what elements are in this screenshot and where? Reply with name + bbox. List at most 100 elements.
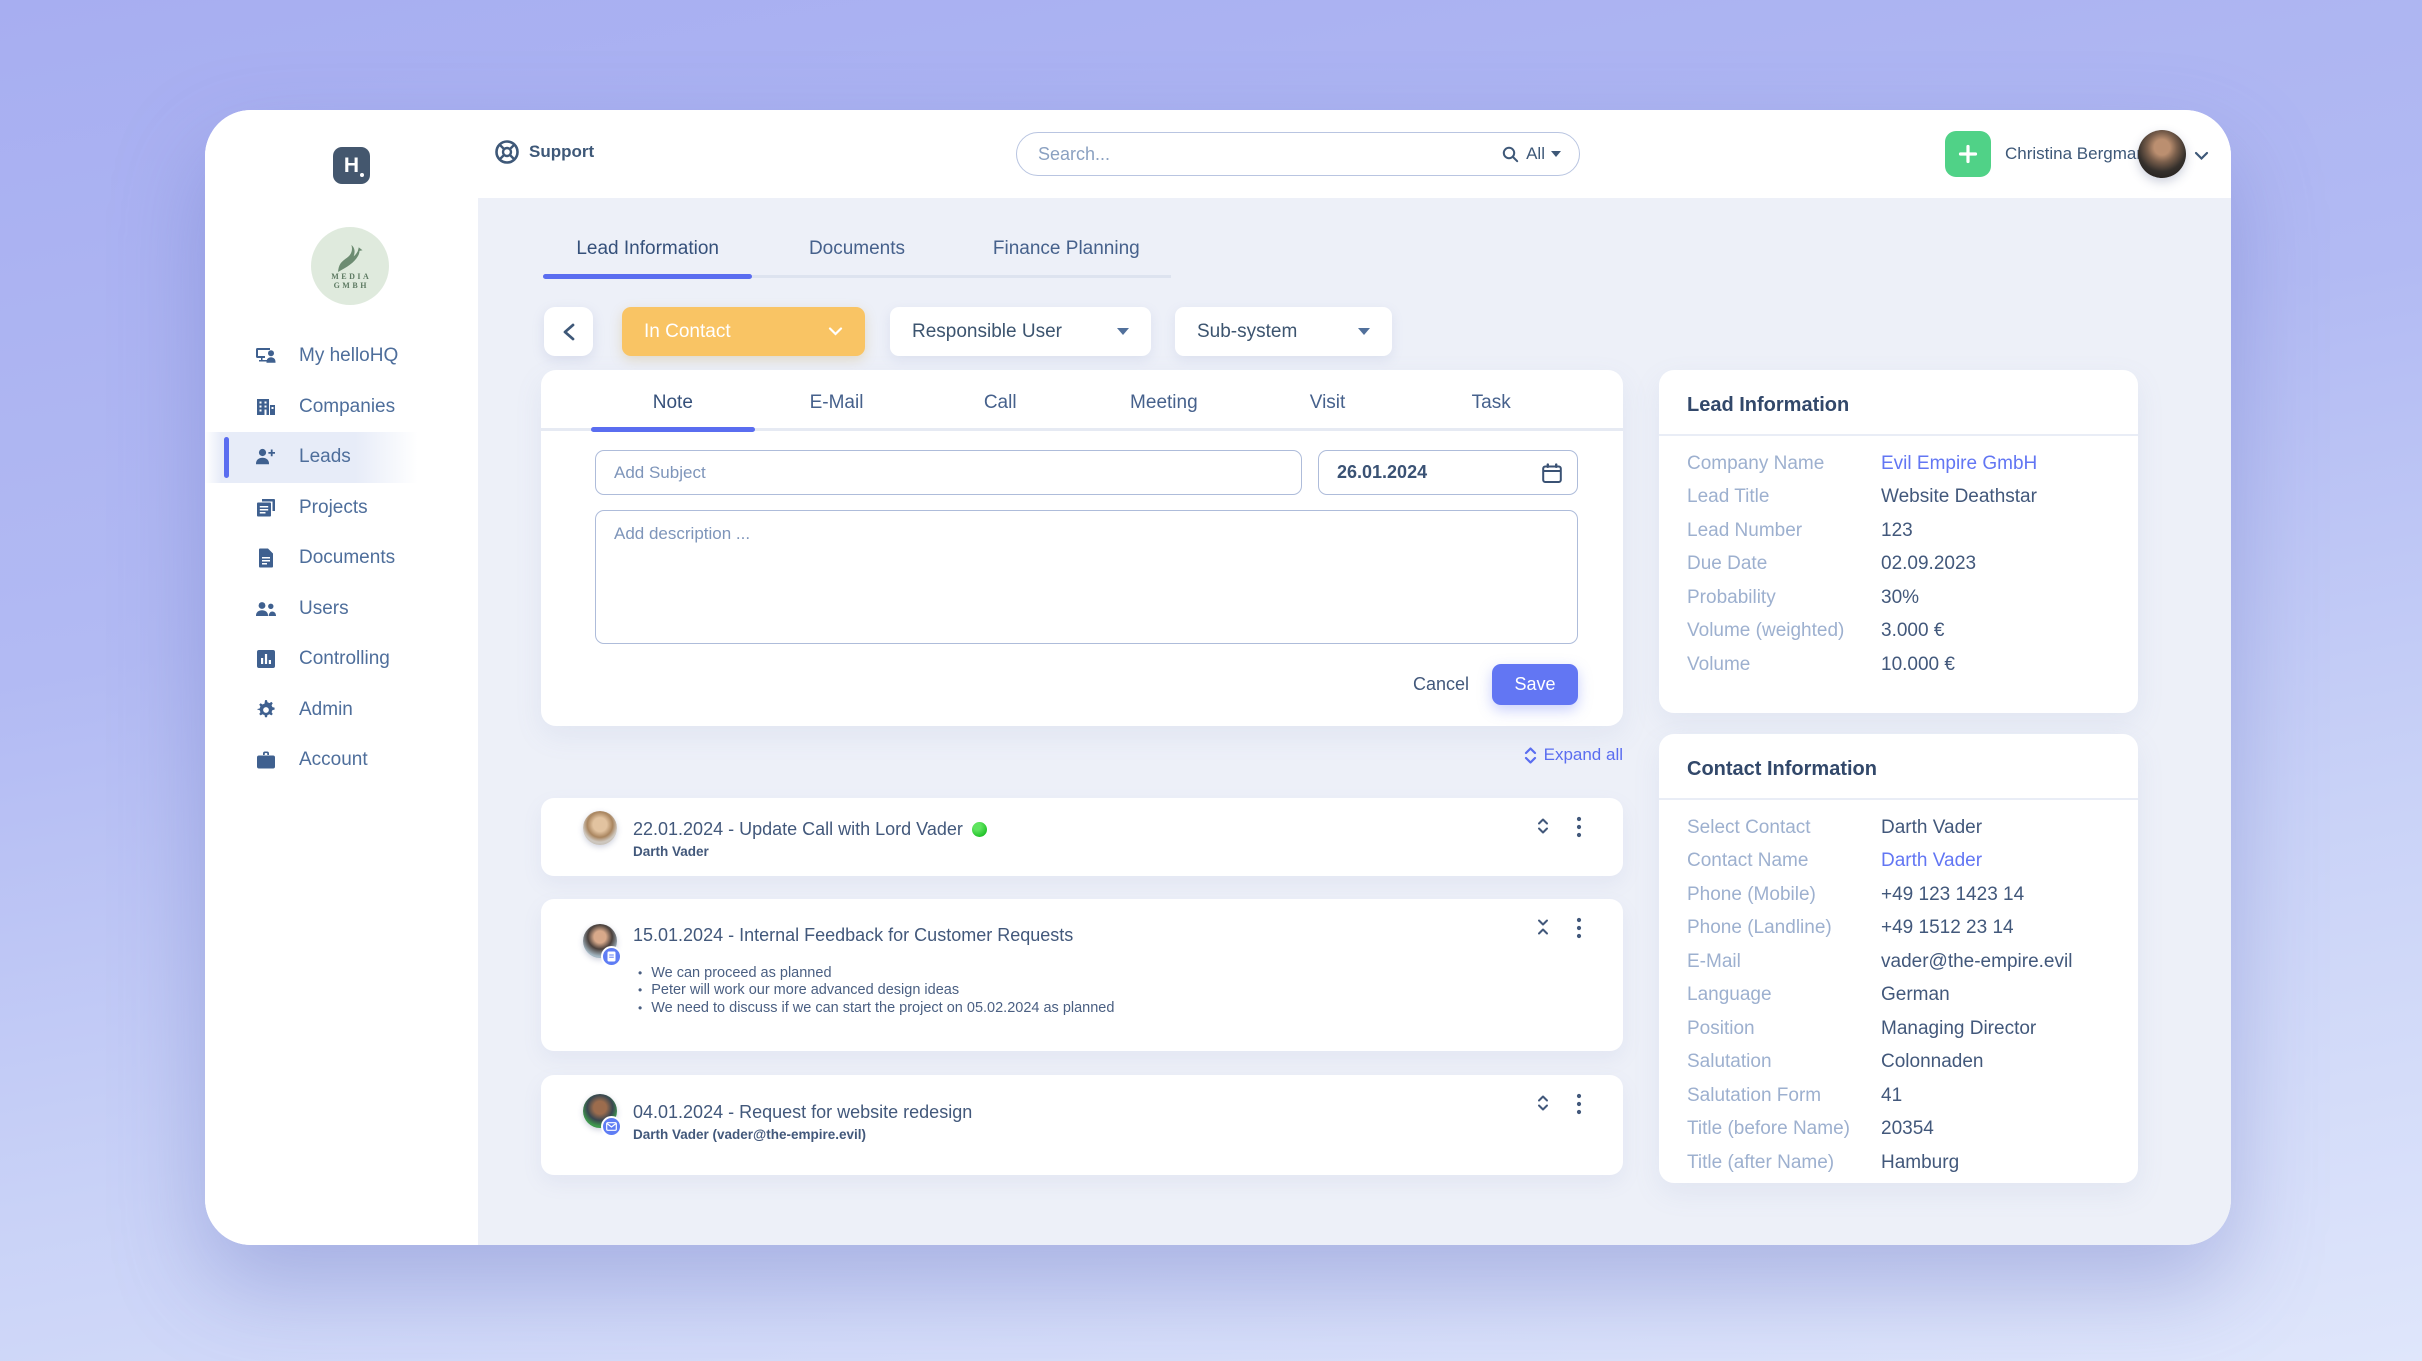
row-label: Volume (weighted) bbox=[1687, 620, 1845, 642]
date-field[interactable]: 26.01.2024 bbox=[1318, 450, 1578, 495]
chevron-down-icon bbox=[2194, 151, 2209, 161]
user-menu-button[interactable] bbox=[2194, 148, 2209, 166]
activity-composer: Note E-Mail Call Meeting Visit Task 26.0… bbox=[541, 370, 1623, 726]
sidebar-item-projects[interactable]: Projects bbox=[205, 483, 478, 534]
info-row: Title (before Name) 20354 bbox=[1687, 1113, 2110, 1147]
quick-add-button[interactable] bbox=[1945, 131, 1991, 177]
composer-tab-email[interactable]: E-Mail bbox=[755, 392, 919, 428]
sidebar-item-label: Account bbox=[299, 749, 368, 771]
sidebar-item-documents[interactable]: Documents bbox=[205, 533, 478, 584]
sidebar-item-admin[interactable]: Admin bbox=[205, 685, 478, 736]
tab-lead-information[interactable]: Lead Information bbox=[543, 238, 753, 279]
info-row: Salutation Colonnaden bbox=[1687, 1046, 2110, 1080]
info-row: Lead Title Website Deathstar bbox=[1687, 481, 2110, 515]
lead-status-label: In Contact bbox=[644, 320, 731, 342]
subject-input[interactable] bbox=[595, 450, 1302, 495]
composer-tab-note[interactable]: Note bbox=[591, 392, 755, 432]
sidebar-item-companies[interactable]: Companies bbox=[205, 382, 478, 433]
user-avatar[interactable] bbox=[2138, 130, 2186, 178]
row-label: Lead Title bbox=[1687, 486, 1770, 508]
expand-all-button[interactable]: Expand all bbox=[1524, 745, 1623, 765]
composer-tabs: Note E-Mail Call Meeting Visit Task bbox=[541, 392, 1623, 432]
chevron-down-icon bbox=[828, 327, 843, 336]
stacked-pages-icon bbox=[255, 497, 277, 519]
document-icon bbox=[607, 951, 616, 962]
lead-information-panel: Lead Information Company Name Evil Empir… bbox=[1659, 370, 2138, 713]
pipeline-row: In Contact Responsible User Sub-system bbox=[541, 307, 1623, 356]
search-scope-label: All bbox=[1526, 144, 1545, 163]
sidebar-item-leads[interactable]: Leads bbox=[205, 432, 478, 483]
composer-tab-call[interactable]: Call bbox=[918, 392, 1082, 428]
search-scope-button[interactable]: All bbox=[1501, 144, 1561, 164]
row-value: 3.000 € bbox=[1881, 620, 1945, 642]
row-value: 123 bbox=[1881, 519, 1913, 541]
row-value: Website Deathstar bbox=[1881, 486, 2037, 508]
tab-finance-planning[interactable]: Finance Planning bbox=[962, 238, 1171, 275]
company-link[interactable]: Evil Empire GmbH bbox=[1881, 452, 2038, 474]
timeline-item-title: 15.01.2024 - Internal Feedback for Custo… bbox=[633, 925, 1074, 945]
sidebar-item-label: Documents bbox=[299, 547, 396, 569]
topbar: Support All Christina Bergmann bbox=[478, 110, 2231, 198]
collapse-item-button[interactable] bbox=[1535, 917, 1551, 942]
description-textarea[interactable] bbox=[595, 510, 1578, 644]
back-button[interactable] bbox=[544, 307, 593, 356]
row-label: Title (before Name) bbox=[1687, 1118, 1850, 1140]
timeline-item[interactable]: 22.01.2024 - Update Call with Lord Vader… bbox=[541, 798, 1623, 876]
subsystem-label: Sub-system bbox=[1197, 320, 1298, 342]
composer-tab-visit[interactable]: Visit bbox=[1246, 392, 1410, 428]
contact-link[interactable]: Darth Vader bbox=[1881, 850, 1983, 872]
gear-icon bbox=[255, 699, 277, 721]
users-icon bbox=[255, 598, 277, 620]
timeline-item-author: Darth Vader (vader@the-empire.evil) bbox=[633, 1127, 866, 1142]
person-add-icon bbox=[255, 446, 277, 468]
expand-item-button[interactable] bbox=[1535, 816, 1551, 841]
sidebar-item-label: Companies bbox=[299, 395, 396, 417]
item-menu-button[interactable] bbox=[1574, 915, 1584, 946]
composer-tab-meeting[interactable]: Meeting bbox=[1082, 392, 1246, 428]
timeline-item[interactable]: 15.01.2024 - Internal Feedback for Custo… bbox=[541, 899, 1623, 1051]
info-row: Select Contact Darth Vader bbox=[1687, 811, 2110, 845]
sidebar-item-my-hellohq[interactable]: My helloHQ bbox=[205, 331, 478, 382]
row-label: Phone (Mobile) bbox=[1687, 883, 1816, 905]
sidebar: H MEDIA GMBH My helloHQ Companies bbox=[205, 110, 478, 1245]
row-label: Select Contact bbox=[1687, 816, 1811, 838]
subsystem-dropdown[interactable]: Sub-system bbox=[1175, 307, 1392, 356]
save-button[interactable]: Save bbox=[1492, 664, 1578, 705]
item-menu-button[interactable] bbox=[1574, 1091, 1584, 1122]
contact-information-rows: Select Contact Darth Vader Contact Name … bbox=[1659, 800, 2138, 1180]
main-area: Support All Christina Bergmann bbox=[478, 110, 2231, 1245]
info-row: Phone (Landline) +49 1512 23 14 bbox=[1687, 912, 2110, 946]
search-input[interactable] bbox=[1038, 143, 1502, 165]
info-row: Volume (weighted) 3.000 € bbox=[1687, 615, 2110, 649]
envelope-icon bbox=[606, 1122, 617, 1131]
kebab-menu-icon bbox=[1576, 917, 1582, 939]
composer-tab-task[interactable]: Task bbox=[1409, 392, 1573, 428]
kebab-menu-icon bbox=[1576, 816, 1582, 838]
expand-item-button[interactable] bbox=[1535, 1093, 1551, 1118]
search-icon bbox=[1502, 146, 1519, 162]
item-menu-button[interactable] bbox=[1574, 814, 1584, 845]
user-name[interactable]: Christina Bergmann bbox=[2005, 144, 2156, 163]
timeline-item-author: Darth Vader bbox=[633, 844, 709, 859]
row-value: German bbox=[1881, 984, 1950, 1006]
row-label: Phone (Landline) bbox=[1687, 917, 1832, 939]
timeline-item[interactable]: 04.01.2024 - Request for website redesig… bbox=[541, 1075, 1623, 1175]
row-value: Hamburg bbox=[1881, 1151, 1960, 1173]
row-value: 30% bbox=[1881, 586, 1920, 608]
support-button[interactable]: Support bbox=[494, 139, 594, 165]
cancel-button[interactable]: Cancel bbox=[1413, 664, 1469, 705]
responsible-user-dropdown[interactable]: Responsible User bbox=[890, 307, 1151, 356]
app-window: H MEDIA GMBH My helloHQ Companies bbox=[205, 110, 2231, 1245]
sidebar-item-users[interactable]: Users bbox=[205, 584, 478, 635]
info-row: Contact Name Darth Vader bbox=[1687, 845, 2110, 879]
lead-status-dropdown[interactable]: In Contact bbox=[622, 307, 865, 356]
chevron-down-icon bbox=[1358, 328, 1370, 335]
sidebar-item-account[interactable]: Account bbox=[205, 735, 478, 786]
row-label: Volume bbox=[1687, 653, 1751, 675]
info-row: Position Managing Director bbox=[1687, 1012, 2110, 1046]
sidebar-item-controlling[interactable]: Controlling bbox=[205, 634, 478, 685]
tab-documents[interactable]: Documents bbox=[752, 238, 961, 275]
bar-chart-icon bbox=[255, 648, 277, 670]
unfold-less-icon bbox=[1538, 919, 1548, 935]
hellohq-logo: H bbox=[333, 147, 370, 184]
